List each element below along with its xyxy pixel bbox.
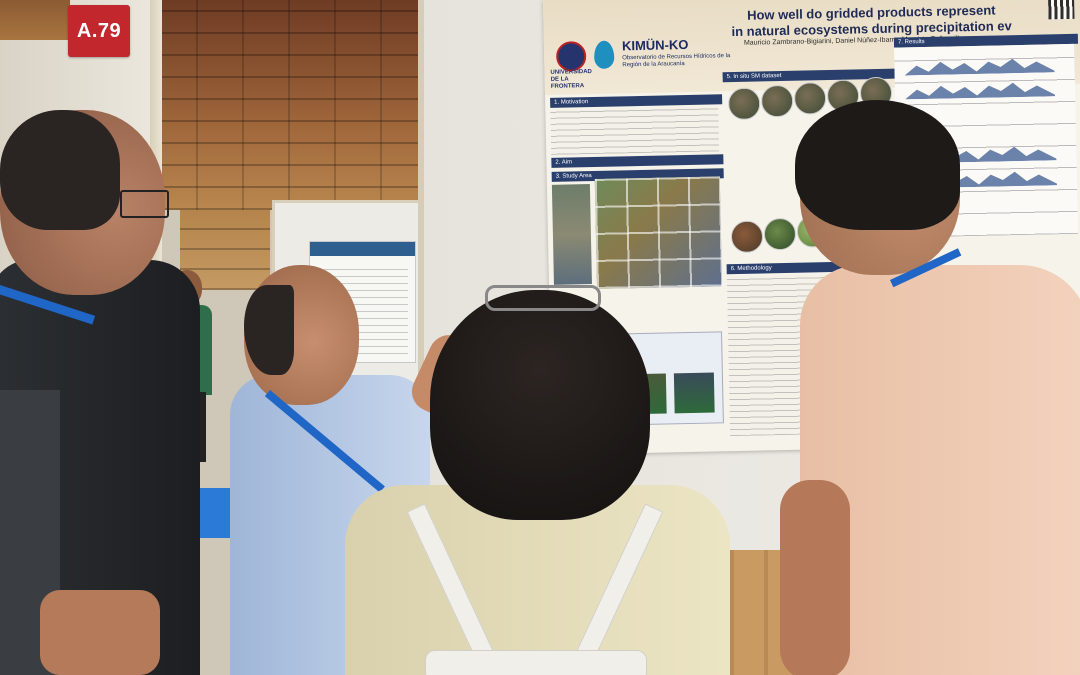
satellite-strip-image — [551, 184, 592, 285]
attendee-hair — [430, 290, 650, 520]
section-aim-header: 2. Aim — [551, 154, 724, 168]
timeseries-line — [905, 80, 1055, 99]
site-photo-circle — [760, 84, 794, 118]
section-motivation-text — [550, 106, 720, 155]
glasses-icon — [120, 190, 169, 218]
university-name: UNIVERSIDAD DE LA FRONTERA — [550, 68, 592, 90]
attendee-arm — [780, 480, 850, 675]
attendee-hair — [795, 100, 960, 230]
site-photo-circle — [763, 217, 797, 251]
presenter-hair — [244, 285, 294, 375]
timeseries-line — [904, 56, 1054, 75]
site-photo-circle — [727, 87, 761, 121]
site-photo-circle — [730, 220, 764, 254]
site-photo-circle — [793, 82, 827, 115]
attendee-hair — [0, 110, 120, 230]
3d-plot-image — [673, 372, 715, 414]
background-wood-wall — [150, 0, 420, 210]
observatory-logo-subtitle: Observatorio de Recursos Hídricos de la … — [622, 53, 731, 69]
observatory-logo-name: KIMÜN-KO — [621, 36, 689, 54]
attendee-arm — [40, 590, 160, 675]
backpack — [425, 650, 647, 675]
qr-code-icon — [1047, 0, 1075, 20]
background-poster-header — [310, 242, 415, 256]
left-wood-panel — [0, 0, 70, 40]
sunglasses-on-head-icon — [485, 285, 601, 311]
booth-number-sign: A.79 — [68, 5, 130, 57]
study-area-map-grid — [594, 176, 723, 289]
